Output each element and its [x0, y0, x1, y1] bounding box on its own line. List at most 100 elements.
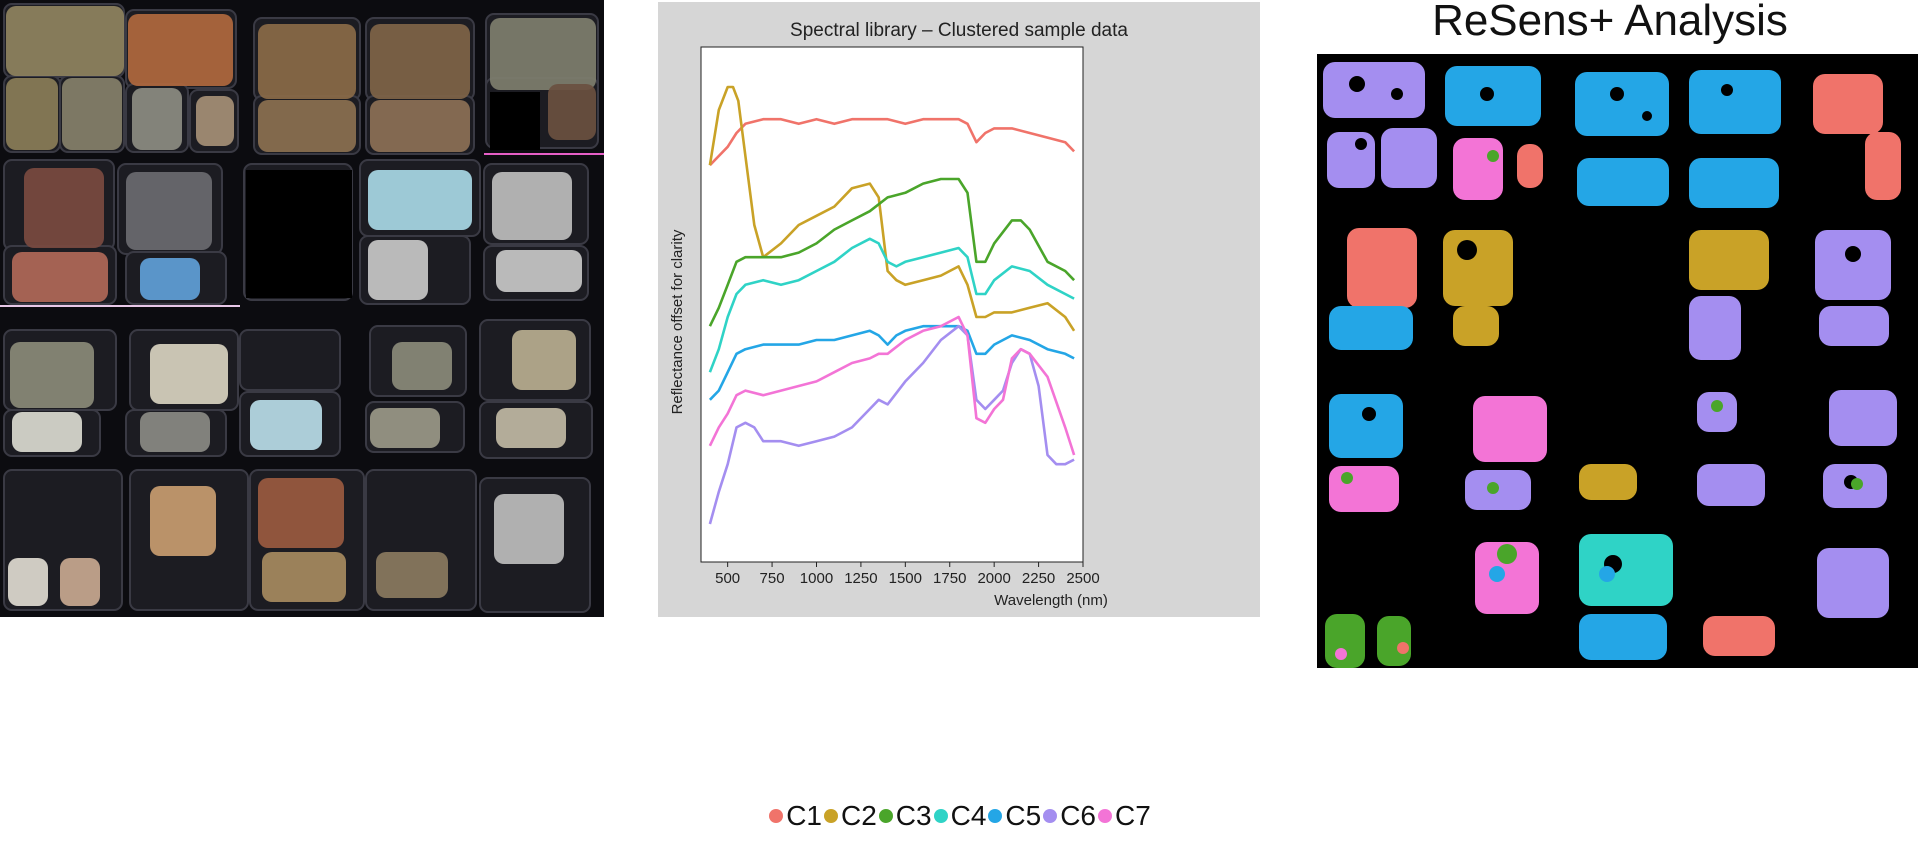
- legend-label: C7: [1114, 800, 1151, 831]
- cluster-map-image: [1323, 62, 1901, 668]
- cluster-gap: [1845, 246, 1861, 262]
- cluster-region: [1377, 616, 1411, 666]
- empty-compartment: [246, 170, 352, 298]
- empty-compartment: [490, 92, 540, 150]
- legend-item-c5: C5: [988, 800, 1041, 832]
- cluster-gap: [1362, 407, 1376, 421]
- cluster-region: [1517, 144, 1543, 188]
- mineral-sample: [8, 558, 48, 606]
- legend-item-c6: C6: [1043, 800, 1096, 832]
- mineral-sample: [126, 172, 212, 250]
- cluster-region: [1689, 70, 1781, 134]
- x-tick-label: 2250: [1022, 570, 1055, 587]
- legend-swatch: [878, 809, 893, 823]
- cluster-region: [1815, 230, 1891, 300]
- mineral-sample: [368, 170, 472, 230]
- mineral-sample: [512, 330, 576, 390]
- mineral-sample: [368, 240, 428, 300]
- x-tick-label: 1000: [800, 570, 833, 587]
- legend-item-c2: C2: [824, 800, 877, 832]
- mineral-sample: [24, 168, 104, 248]
- cluster-legend: C1 C2 C3 C4 C5 C6 C7: [0, 800, 1920, 832]
- mineral-sample: [250, 400, 322, 450]
- mineral-sample: [548, 84, 596, 140]
- cluster-region: [1327, 132, 1375, 188]
- mineral-sample: [492, 172, 572, 240]
- mineral-sample: [496, 250, 582, 292]
- cluster-region: [1579, 464, 1637, 500]
- x-tick-label: 750: [760, 570, 785, 587]
- x-tick-label: 1250: [844, 570, 877, 587]
- cluster-region: [1819, 306, 1889, 346]
- cluster-region: [1453, 138, 1503, 200]
- legend-swatch: [769, 809, 784, 823]
- spectral-chart: Spectral library – Clustered sample data…: [669, 20, 1128, 609]
- mineral-sample: [6, 6, 124, 76]
- legend-swatch: [1097, 809, 1112, 823]
- cluster-region: [1579, 534, 1673, 606]
- cluster-gap: [1457, 240, 1477, 260]
- mineral-sample: [370, 100, 470, 152]
- cluster-region: [1689, 230, 1769, 290]
- mineral-sample: [496, 408, 566, 448]
- chart-ylabel: Reflectance offset for clarity: [669, 229, 686, 414]
- cluster-gap: [1732, 579, 1742, 589]
- mineral-sample: [494, 494, 564, 564]
- cluster-region: [1475, 542, 1539, 614]
- tray-compartment: [239, 329, 341, 391]
- mineral-sample: [370, 24, 470, 99]
- mineral-sample: [140, 258, 200, 300]
- mineral-sample: [490, 18, 596, 90]
- cluster-spot: [1341, 472, 1353, 484]
- cluster-region: [1329, 394, 1403, 458]
- cluster-spot: [1335, 648, 1347, 660]
- cluster-spot: [1397, 642, 1409, 654]
- mineral-sample: [258, 24, 356, 99]
- series-line-c7: [708, 315, 1076, 456]
- legend-item-c1: C1: [769, 800, 822, 832]
- mineral-sample: [10, 342, 94, 408]
- legend-swatch: [988, 809, 1003, 823]
- legend-item-c4: C4: [933, 800, 986, 832]
- legend-label: C1: [786, 800, 822, 831]
- cluster-region: [1575, 72, 1669, 136]
- cluster-region: [1453, 306, 1499, 346]
- sample-photo: [0, 0, 604, 617]
- legend-item-c7: C7: [1097, 800, 1151, 832]
- legend-swatch: [1043, 809, 1058, 823]
- mineral-sample: [60, 558, 100, 606]
- cluster-spot: [1489, 566, 1505, 582]
- cluster-region: [1579, 614, 1667, 660]
- cluster-region: [1329, 306, 1413, 350]
- cluster-region: [1689, 158, 1779, 208]
- mineral-sample: [392, 342, 452, 390]
- cluster-spot: [1599, 566, 1615, 582]
- cluster-region: [1473, 396, 1547, 462]
- cluster-region: [1703, 616, 1775, 656]
- series-line-c1: [708, 117, 1076, 167]
- cluster-spot: [1711, 400, 1723, 412]
- cluster-region: [1577, 158, 1669, 206]
- cluster-region: [1829, 390, 1897, 446]
- cluster-region: [1325, 614, 1365, 668]
- mineral-sample: [150, 486, 216, 556]
- legend-label: C6: [1060, 800, 1096, 831]
- chart-title: Spectral library – Clustered sample data: [790, 20, 1128, 41]
- x-tick-label: 2000: [977, 570, 1010, 587]
- cluster-gap: [1721, 84, 1733, 96]
- legend-swatch: [824, 809, 838, 823]
- mineral-sample: [150, 344, 228, 404]
- series-line-c5: [708, 324, 1075, 401]
- analysis-title: ReSens+ Analysis: [1432, 0, 1788, 45]
- cluster-gap: [1349, 76, 1365, 92]
- cluster-region: [1817, 548, 1889, 618]
- plot-area: [700, 46, 1084, 563]
- legend-swatch: [933, 809, 948, 823]
- mineral-sample: [196, 96, 234, 146]
- chart-xlabel: Wavelength (nm): [994, 592, 1108, 609]
- cluster-spot: [1487, 150, 1499, 162]
- series-line-c4: [708, 237, 1075, 373]
- x-tick-label: 2500: [1066, 570, 1099, 587]
- cluster-region: [1323, 62, 1425, 118]
- mineral-sample: [376, 552, 448, 598]
